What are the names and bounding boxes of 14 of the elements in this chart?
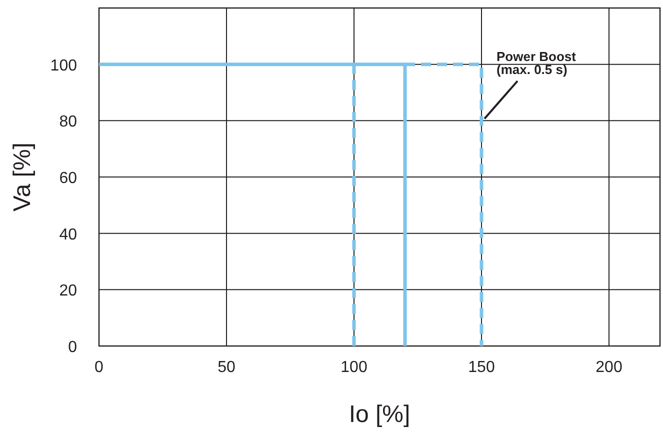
x-tick-label: 100	[340, 359, 368, 376]
y-tick-label: 0	[68, 339, 78, 356]
x-axis-title: Io [%]	[348, 401, 410, 428]
annotation: Power Boost (max. 0.5 s)	[496, 49, 577, 77]
x-tick-label: 50	[218, 359, 236, 376]
x-tick-label: 0	[94, 359, 104, 376]
y-tick-label: 80	[59, 114, 78, 131]
y-tick-label: 60	[59, 170, 78, 187]
y-tick-label: 20	[59, 282, 78, 300]
x-tick-label: 200	[596, 359, 622, 376]
y-axis-title: Va [%]	[9, 142, 36, 212]
y-tick-label: 40	[59, 226, 78, 244]
y-tick-label: 100	[50, 57, 78, 74]
x-tick-label: 150	[468, 359, 495, 376]
